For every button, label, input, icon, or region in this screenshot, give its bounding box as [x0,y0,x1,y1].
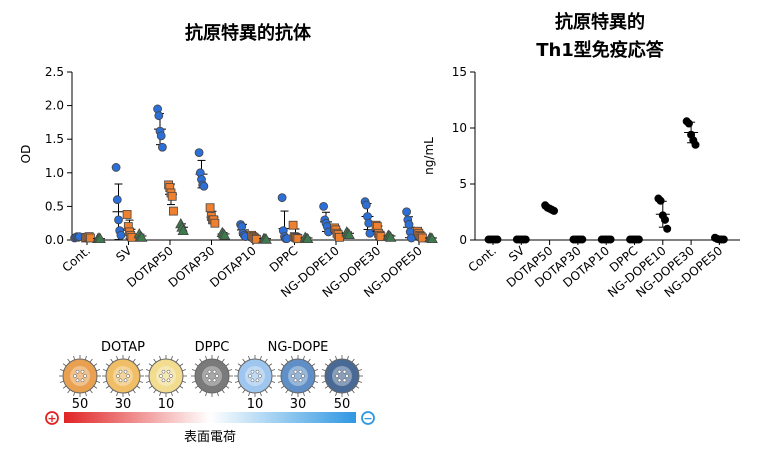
data-point-circle [114,215,123,225]
data-point-square [167,191,177,201]
antibody-chart: 抗原特異的抗体 OD 0.0 0.5 1.0 1.5 2.0 2.5 Cont. SV DOT… [19,22,438,300]
data-point-square [86,233,95,243]
y-tick-label: 2.0 [45,99,64,113]
data-point-circle [402,207,412,217]
category-label: DOTAP10 [207,244,259,291]
surface-charge-gradient-bar [64,412,356,423]
data-point-circle [364,218,374,228]
liposome-icon-ngdope10 [234,355,276,397]
category-label: DPPC [267,244,301,275]
legend-label-dotap30: 30 [115,397,132,412]
y-tick-label: 5 [459,177,467,191]
y-tick-label: 0.0 [45,233,64,247]
data-point-square [168,206,178,216]
y-tick-label: 0 [459,233,467,247]
data-point-circle [156,131,166,141]
data-point-circle [319,201,329,211]
legend-label-ngdope30: 30 [290,397,307,412]
data-point-triangle [260,233,272,244]
data-point-circle [112,195,122,205]
data-point-circle [406,233,416,243]
liposome-icon-dotap30 [102,355,144,397]
data-point-circle [493,235,502,244]
legend-group-ngdope: NG-DOPE [268,340,329,355]
legend-label-ngdope50: 50 [334,397,351,412]
data-point-triangle [385,231,397,242]
y-tick-label: 15 [452,65,467,79]
legend-label-ngdope10: 10 [247,397,264,412]
legend-label-dotap10: 10 [158,397,175,412]
y-tick-label: 1.0 [45,166,64,180]
data-point-circle [404,220,414,229]
liposome-icon-dppc [191,355,233,397]
data-point-circle [684,119,693,128]
y-tick-label: 2.5 [45,65,64,79]
data-point-circle [550,206,559,215]
data-point-square [210,218,220,228]
th1-chart-title-line2: Th1型免疫応答 [536,39,665,61]
svg-text:+: + [47,412,56,425]
data-point-circle [656,196,665,205]
liposome-icon-ngdope50 [321,355,363,397]
data-point-circle [691,140,700,149]
antibody-chart-title: 抗原特異的抗体 [185,22,312,44]
data-point-square [122,210,132,219]
data-point-triangle [136,231,148,242]
th1-y-axis-label: ng/mL [422,137,436,175]
data-point-circle [194,148,204,158]
data-point-circle [634,235,643,244]
category-label: Cont. [466,244,499,275]
y-tick-label: 10 [452,121,467,135]
data-point-square [288,220,298,230]
data-point-circle [199,181,209,191]
data-point-circle [719,235,728,244]
data-point-triangle [426,232,438,244]
liposome-icon-ngdope30 [277,355,319,397]
legend-group-dppc: DPPC [195,340,230,355]
svg-text:−: − [363,412,372,425]
th1-chart-title-line1: 抗原特異的 [555,11,645,33]
data-point-circle [111,163,121,172]
data-point-circle [282,234,292,244]
surface-charge-label: 表面電荷 [184,430,236,445]
data-point-triangle [343,228,355,240]
negative-charge-icon: − [361,411,375,425]
data-point-circle [606,235,615,244]
category-label: Cont. [60,244,93,275]
y-tick-label: 0.5 [45,199,64,213]
data-point-circle [663,224,672,233]
legend-label-dotap50: 50 [72,397,89,412]
data-point-circle [277,193,287,203]
data-point-circle [361,200,371,210]
positive-charge-icon: + [45,411,59,425]
category-label: SV [113,243,135,264]
data-point-circle [157,142,167,152]
data-point-circle [578,235,587,244]
data-point-triangle [302,232,314,244]
y-tick-label: 1.5 [45,132,64,146]
liposome-icon-dotap10 [145,355,187,397]
data-point-triangle [219,229,231,240]
data-point-triangle [94,232,106,244]
data-point-triangle [177,224,189,235]
liposome-icon-dotap50 [59,355,101,397]
legend-group-dotap: DOTAP [101,340,145,355]
data-point-circle [154,111,164,121]
data-point-circle [365,228,375,238]
data-point-circle [521,235,530,244]
charge-legend: DOTAP DPPC NG-DOPE 50 30 10 10 30 50 + −… [45,340,375,445]
data-point-circle [661,215,670,224]
data-point-circle [116,230,126,240]
antibody-y-axis-label: OD [19,145,33,164]
data-point-square [205,203,215,213]
